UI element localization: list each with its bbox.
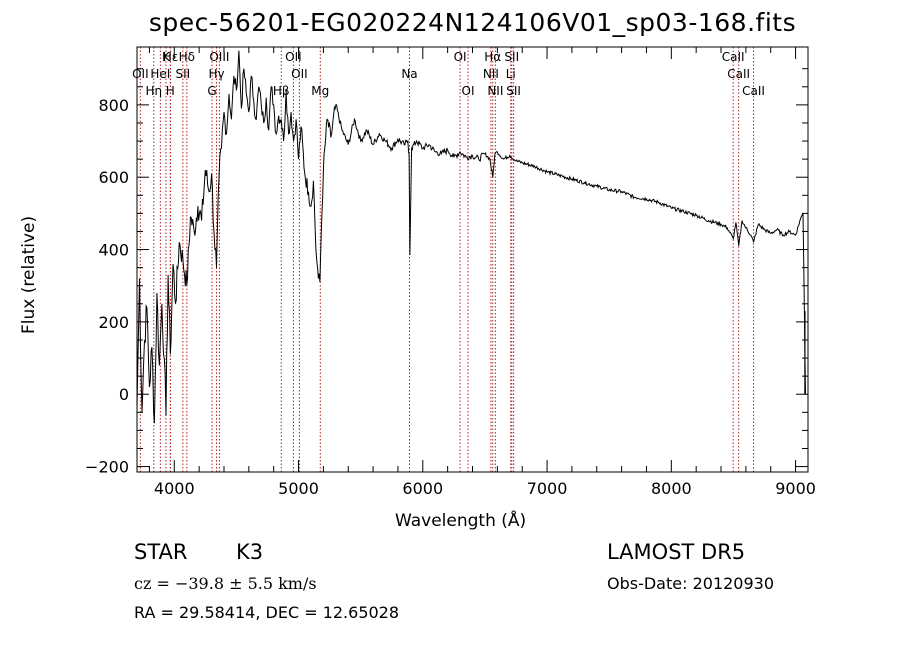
y-tick-label: −200 — [85, 458, 129, 477]
spectral-subclass: K3 — [236, 540, 264, 564]
line-label: SII — [176, 67, 191, 81]
line-label: CaII — [742, 84, 765, 98]
plot-frame — [136, 46, 809, 473]
line-label: Hε — [163, 50, 179, 64]
x-axis-label: Wavelength (Å) — [395, 511, 527, 531]
line-label: Na — [401, 67, 417, 81]
line-label: Hβ — [273, 84, 290, 98]
line-label: SII — [506, 84, 521, 98]
line-label: Mg — [311, 84, 329, 98]
x-tick-label: 6000 — [402, 479, 443, 498]
observation-date: Obs-Date: 20120930 — [607, 574, 775, 593]
x-tick-label: 5000 — [278, 479, 319, 498]
line-marker-group — [139, 47, 755, 472]
line-label: Hα — [484, 50, 501, 64]
line-label: OII — [132, 67, 149, 81]
line-label: OII — [285, 50, 302, 64]
line-label: Li — [506, 67, 516, 81]
object-class: STAR — [134, 540, 188, 564]
spectrum-line — [136, 50, 806, 424]
line-label: SII — [504, 50, 519, 64]
line-label: NII — [487, 84, 503, 98]
plot-axes: 4000 5000 6000 7000 8000 9000 −200 0 200 400 600 80… — [85, 46, 816, 498]
line-label: K — [162, 50, 171, 64]
line-label: H — [166, 84, 175, 98]
line-label: Hη — [145, 84, 162, 98]
line-label: NII — [483, 67, 499, 81]
x-tick-label: 7000 — [527, 479, 568, 498]
line-label: OII — [291, 67, 308, 81]
y-tick-label: 200 — [98, 313, 129, 332]
survey-name: LAMOST DR5 — [607, 540, 746, 564]
spectrum-series — [136, 50, 806, 424]
line-label: CaII — [722, 50, 745, 64]
line-label: OIII — [209, 50, 229, 64]
y-tick-label: 800 — [98, 96, 129, 115]
line-label: OI — [462, 84, 475, 98]
coordinates: RA = 29.58414, DEC = 12.65028 — [134, 603, 400, 622]
line-label: Hδ — [179, 50, 195, 64]
line-label: Hγ — [208, 67, 224, 81]
x-tick-label: 9000 — [775, 479, 816, 498]
redshift-velocity: cz = −39.8 ± 5.5 km/s — [134, 574, 317, 593]
y-tick-label: 400 — [98, 241, 129, 260]
y-axis-label: Flux (relative) — [19, 215, 39, 334]
x-tick-label: 4000 — [154, 479, 195, 498]
y-tick-label: 600 — [98, 168, 129, 187]
chart-title: spec-56201-EG020224N124106V01_sp03-168.f… — [148, 8, 797, 37]
line-label: G — [207, 84, 216, 98]
y-tick-label: 0 — [119, 385, 129, 404]
x-tick-label: 8000 — [651, 479, 692, 498]
line-label: CaII — [727, 67, 750, 81]
line-label: OI — [454, 50, 467, 64]
line-label: HeI — [150, 67, 170, 81]
